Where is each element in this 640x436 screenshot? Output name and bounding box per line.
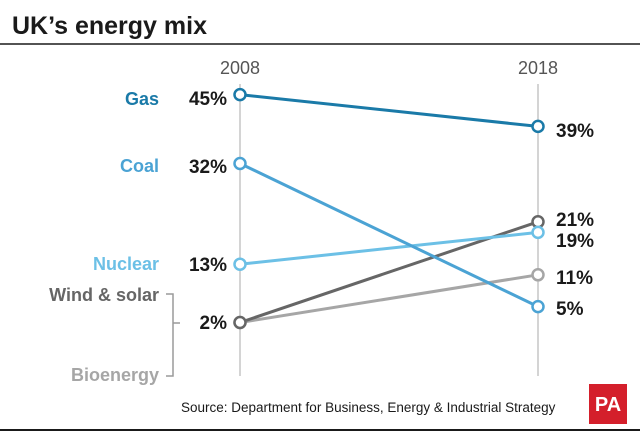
value-nuclear-2008: 13% xyxy=(189,255,227,276)
value-coal-2008: 32% xyxy=(189,157,227,178)
value-nuclear-2018: 19% xyxy=(556,231,594,252)
point-wind-solar-2008 xyxy=(233,315,247,330)
source-note: Source: Department for Business, Energy … xyxy=(181,400,556,415)
label-nuclear: Nuclear xyxy=(93,254,159,274)
point-nuclear-2008 xyxy=(233,257,247,271)
label-gas: Gas xyxy=(125,89,159,109)
value-gas-2008: 45% xyxy=(189,89,227,110)
pa-logo xyxy=(589,384,627,424)
point-coal-2018 xyxy=(531,299,545,314)
chart-title: UK’s energy mix xyxy=(12,12,207,40)
point-gas-2008 xyxy=(233,87,247,102)
point-bioenergy-2018 xyxy=(531,268,545,282)
series-points xyxy=(233,87,545,330)
x-tick-2018: 2018 xyxy=(518,58,558,78)
series-line-coal xyxy=(238,162,540,309)
value-coal-2018: 5% xyxy=(556,299,584,320)
value-bioenergy-2018: 11% xyxy=(556,268,593,289)
x-tick-2008: 2008 xyxy=(220,58,260,78)
series-line-gas xyxy=(238,93,540,128)
series-line-bioenergy xyxy=(238,273,540,324)
value-gas-2018: 39% xyxy=(556,121,594,142)
label-bioenergy: Bioenergy xyxy=(71,365,159,385)
series-line-nuclear xyxy=(238,230,540,266)
pa-logo-text: PA xyxy=(595,394,621,416)
point-gas-2018 xyxy=(531,119,545,134)
point-nuclear-2018 xyxy=(531,225,545,240)
series-lines xyxy=(238,93,540,324)
shared-start-bracket xyxy=(166,293,180,377)
point-coal-2008 xyxy=(233,156,247,171)
value-wind-bio-2008: 2% xyxy=(200,313,228,334)
label-wind-solar: Wind & solar xyxy=(49,285,159,305)
value-wind-solar-2018: 21% xyxy=(556,210,594,231)
label-coal: Coal xyxy=(120,156,159,176)
